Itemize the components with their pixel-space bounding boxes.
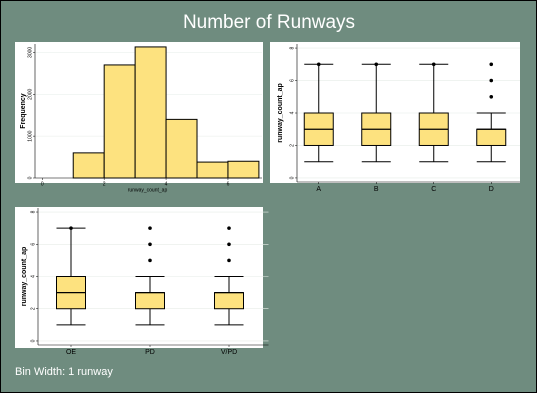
y-tick-label: 8 xyxy=(289,46,295,49)
outlier xyxy=(489,62,494,67)
y-tick-label: 0 xyxy=(30,339,36,342)
bar xyxy=(134,46,167,179)
outlier xyxy=(489,94,494,99)
y-tick-label: 4 xyxy=(30,275,36,278)
box xyxy=(135,292,165,310)
outlier xyxy=(489,78,494,83)
outlier xyxy=(69,226,73,230)
y-tick-label: 2000 xyxy=(27,88,33,99)
x-tick-label: D xyxy=(489,186,494,193)
x-tick-label: OE xyxy=(66,349,76,356)
x-tick-label: A xyxy=(316,186,321,193)
bar xyxy=(103,64,136,179)
y-tick-label: 2 xyxy=(289,144,295,147)
bar xyxy=(165,118,198,179)
y-tick-label: 1000 xyxy=(27,130,33,141)
outlier xyxy=(316,62,321,67)
y-axis-label: Frequency xyxy=(20,93,27,129)
y-tick-label: 6 xyxy=(289,79,295,82)
y-tick-label: 0 xyxy=(289,176,295,179)
outlier xyxy=(148,226,152,230)
x-tick-label: 6 xyxy=(227,181,230,187)
bar xyxy=(196,161,229,179)
y-tick-label: 6 xyxy=(30,243,36,246)
panel xyxy=(15,207,263,348)
x-tick-label: 4 xyxy=(165,181,168,187)
note: Bin Width: 1 runway xyxy=(15,366,113,378)
outlier xyxy=(227,258,231,263)
outlier xyxy=(148,258,152,263)
y-tick-label: 4 xyxy=(289,111,295,114)
y-tick-label: 3000 xyxy=(27,47,33,58)
bar xyxy=(227,160,260,179)
bar xyxy=(72,152,105,179)
title: Number of Runways xyxy=(183,12,355,33)
x-tick-label: 2 xyxy=(103,181,106,187)
y-axis-label: runway_count_ap xyxy=(21,247,28,307)
x-tick-label: 0 xyxy=(41,181,44,187)
x-tick-label: PD xyxy=(145,349,155,356)
outlier xyxy=(431,62,436,67)
x-tick-label: V/PD xyxy=(221,349,237,356)
x-axis-label: runway_count_ap xyxy=(128,187,168,193)
x-tick-label: B xyxy=(374,186,379,193)
y-tick-label: 0 xyxy=(27,176,33,179)
y-tick-label: 8 xyxy=(30,210,36,213)
y-axis-label: runway_count_ap xyxy=(277,83,284,143)
outlier xyxy=(148,242,152,247)
x-tick-label: C xyxy=(431,186,436,193)
y-tick-label: 2 xyxy=(30,307,36,310)
box xyxy=(214,292,244,310)
outlier xyxy=(227,242,231,247)
outlier xyxy=(227,226,231,230)
box xyxy=(476,128,507,146)
outlier xyxy=(374,62,379,67)
